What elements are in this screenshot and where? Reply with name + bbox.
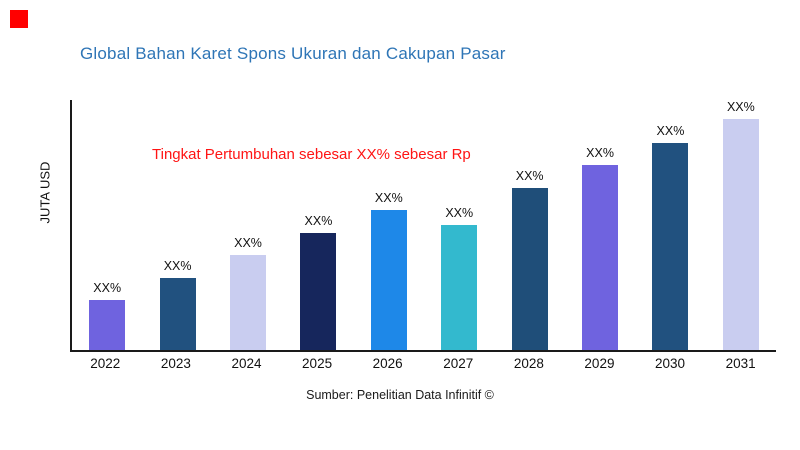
bar-group: XX% — [706, 100, 776, 350]
x-axis-tick-label: 2025 — [302, 356, 333, 371]
bar-value-label: XX% — [163, 258, 192, 273]
bar-value-label: XX% — [515, 168, 544, 183]
bar — [511, 187, 548, 350]
bar — [652, 142, 689, 350]
bar — [370, 210, 407, 350]
bar — [89, 300, 126, 350]
bar — [582, 165, 619, 350]
x-axis-tick-label: 2029 — [584, 356, 615, 371]
x-axis-tick-label: 2030 — [655, 356, 686, 371]
bar-group: XX% — [142, 100, 212, 350]
x-axis-tick-label: 2023 — [160, 356, 191, 371]
bar-value-label: XX% — [586, 146, 614, 160]
bar-value-label: XX% — [656, 123, 685, 138]
bars-row: XX% XX% XX% XX% XX% XX% XX% XX% XX% XX% — [72, 100, 776, 350]
bar-value-label: XX% — [234, 236, 262, 250]
bar — [159, 277, 196, 350]
y-axis-label: JUTA USD — [37, 161, 53, 224]
x-axis-tick-label: 2027 — [443, 356, 474, 371]
x-axis-tick-label: 2022 — [90, 356, 121, 371]
x-axis-tick-label: 2026 — [372, 356, 403, 371]
bar-group: XX% — [354, 100, 424, 350]
plot-area: Tingkat Pertumbuhan sebesar XX% sebesar … — [70, 100, 776, 352]
growth-annotation: Tingkat Pertumbuhan sebesar XX% sebesar … — [152, 146, 471, 163]
bar — [441, 225, 478, 350]
bar-group: XX% — [635, 100, 705, 350]
bar-value-label: XX% — [445, 206, 474, 220]
bar — [300, 232, 337, 350]
x-axis-labels: 2022 2023 2024 2025 2026 2027 2028 2029 2030 2031 — [70, 356, 776, 371]
bar-value-label: XX% — [374, 191, 403, 205]
bar-group: XX% — [213, 100, 283, 350]
x-axis-tick-label: 2024 — [231, 356, 262, 371]
brand-logo-square — [10, 10, 28, 28]
bar-group: XX% — [565, 100, 635, 350]
chart-title: Global Bahan Karet Spons Ukuran dan Caku… — [80, 44, 506, 63]
bar-group: XX% — [72, 100, 142, 350]
bar — [722, 119, 759, 350]
bar-group: XX% — [494, 100, 564, 350]
bar-group: XX% — [283, 100, 353, 350]
x-axis-tick-label: 2031 — [725, 356, 756, 371]
bar-value-label: XX% — [93, 281, 122, 295]
bar-value-label: XX% — [726, 100, 755, 114]
bar — [230, 255, 267, 350]
x-axis-tick-label: 2028 — [513, 356, 544, 371]
source-attribution: Sumber: Penelitian Data Infinitif © — [306, 388, 494, 402]
bar-group: XX% — [424, 100, 494, 350]
plot-region: Tingkat Pertumbuhan sebesar XX% sebesar … — [70, 100, 776, 352]
bar-value-label: XX% — [304, 213, 333, 228]
